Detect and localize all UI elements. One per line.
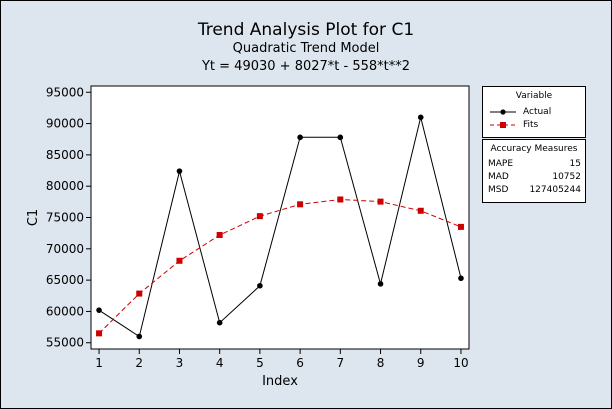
accuracy-value: 10752 [552, 172, 581, 182]
accuracy-value: 127405244 [529, 185, 581, 195]
accuracy-name: MAD [488, 172, 509, 182]
accuracy-name: MAPE [488, 159, 514, 169]
data-point-actual [297, 134, 303, 141]
data-point-fits [457, 223, 464, 230]
data-point-actual [458, 275, 464, 282]
data-point-actual [136, 333, 143, 340]
x-tick-label: 8 [377, 356, 385, 370]
x-tick-label: 2 [135, 356, 143, 370]
legend-fits-marker [500, 122, 506, 128]
y-tick-label: 65000 [46, 273, 84, 287]
data-point-actual [176, 168, 183, 174]
x-tick-label: 6 [296, 356, 304, 370]
data-point-actual [377, 281, 384, 287]
y-tick-label: 90000 [46, 117, 84, 131]
series-line-fits [98, 198, 462, 334]
data-point-actual [96, 307, 102, 313]
data-point-fits [297, 201, 304, 208]
accuracy-name: MSD [488, 185, 509, 195]
y-tick-label: 70000 [46, 242, 84, 256]
series-line-actual [98, 117, 462, 338]
x-axis-label: Index [262, 374, 298, 389]
x-tick-label: 7 [336, 356, 344, 370]
accuracy-value: 15 [569, 159, 581, 169]
legend-fits-label: Fits [523, 120, 539, 130]
data-point-fits [337, 196, 344, 203]
chart-subtitle: Quadratic Trend Model [232, 41, 380, 56]
data-point-actual [337, 134, 344, 141]
legend-actual-marker [500, 109, 506, 115]
accuracy-row: MAD 10752 [483, 172, 585, 184]
y-tick-label: 55000 [46, 336, 84, 350]
y-tick-label: 95000 [46, 85, 84, 99]
y-tick-label: 75000 [46, 211, 84, 225]
x-tick-label: 5 [256, 356, 264, 370]
x-tick-label: 4 [216, 356, 224, 370]
data-point-fits [176, 257, 183, 264]
y-tick-label: 85000 [46, 148, 84, 162]
trend-equation: Yt = 49030 + 8027*t - 558*t**2 [201, 59, 411, 74]
accuracy-row: MSD 127405244 [483, 185, 585, 197]
plot-area [90, 85, 470, 350]
accuracy-measures: Accuracy Measures MAPE 15 MAD 10752 MSD … [482, 139, 586, 203]
x-tick-label: 1 [95, 356, 103, 370]
data-point-fits [417, 207, 424, 214]
data-point-actual [257, 282, 263, 289]
data-point-fits [216, 231, 223, 238]
data-point-actual [417, 114, 424, 121]
legend-title: Variable [515, 91, 553, 101]
data-point-fits [256, 213, 263, 220]
legend: Variable Actual Fits [482, 86, 586, 138]
y-tick-label: 60000 [46, 304, 84, 318]
legend-markers [490, 109, 516, 128]
data-point-fits [96, 330, 103, 337]
y-axis-label: C1 [26, 209, 41, 226]
chart-title: Trend Analysis Plot for C1 [197, 20, 415, 40]
legend-actual-label: Actual [523, 107, 552, 117]
data-point-actual [216, 319, 223, 326]
x-tick-label: 9 [417, 356, 425, 370]
data-point-fits [136, 290, 143, 297]
x-tick-label: 3 [176, 356, 184, 370]
accuracy-title: Accuracy Measures [490, 144, 578, 154]
y-tick-label: 80000 [46, 179, 84, 193]
accuracy-row: MAPE 15 [483, 159, 585, 171]
data-point-fits [377, 198, 384, 205]
x-tick-label: 10 [453, 356, 468, 370]
